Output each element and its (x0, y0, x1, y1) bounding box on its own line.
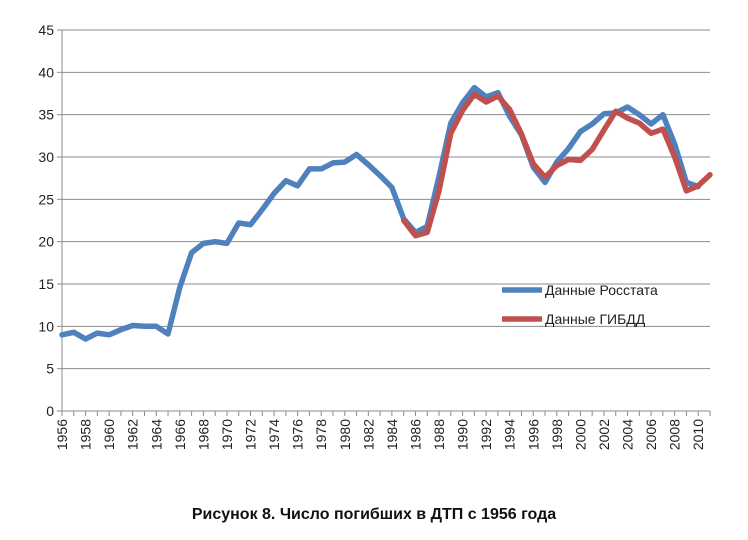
x-tick-label: 1990 (455, 419, 471, 450)
figure-caption: Рисунок 8. Число погибших в ДТП с 1956 г… (191, 506, 557, 523)
x-tick-label: 1982 (360, 419, 376, 450)
x-tick-label: 1980 (337, 419, 353, 450)
x-tick-label: 1976 (290, 419, 306, 450)
y-tick-label: 0 (46, 403, 54, 419)
x-tick-label: 2010 (690, 419, 706, 450)
axes (57, 29, 711, 416)
series-lines (59, 84, 713, 342)
series-line-2 (400, 91, 713, 239)
legend-label-2: Данные ГИБДД (545, 311, 646, 327)
x-tick-label: 2002 (596, 419, 612, 450)
y-tick-label: 30 (38, 149, 54, 165)
x-tick-label: 1960 (101, 419, 117, 450)
x-tick-label: 1964 (148, 419, 164, 450)
y-tick-label: 15 (38, 276, 54, 292)
x-tick-label: 1974 (266, 419, 282, 450)
x-tick-label: 1970 (219, 419, 235, 450)
x-tick-label: 1962 (125, 419, 141, 450)
x-tick-label: 2008 (667, 419, 683, 450)
series-line-1 (59, 84, 701, 342)
x-tick-label: 1978 (313, 419, 329, 450)
x-tick-label: 2006 (643, 419, 659, 450)
x-tick-label: 1956 (54, 419, 70, 450)
x-tick-label: 1968 (195, 419, 211, 450)
x-tick-label: 2000 (572, 419, 588, 450)
y-tick-label: 20 (38, 234, 54, 250)
x-axis-tick-labels: 1956 1958 1960 1962 1964 1966 1968 1970 1972 1974… (54, 419, 706, 450)
y-tick-label: 40 (38, 64, 54, 80)
x-tick-label: 1958 (78, 419, 94, 450)
y-tick-label: 5 (46, 361, 54, 377)
x-tick-label: 1984 (384, 419, 400, 450)
x-tick-label: 1996 (525, 419, 541, 450)
legend-label-1: Данные Росстата (545, 282, 658, 298)
x-tick-label: 1986 (407, 419, 423, 450)
y-tick-label: 10 (38, 318, 54, 334)
y-tick-label: 25 (38, 191, 54, 207)
x-tick-label: 1994 (502, 419, 518, 450)
y-axis-tick-labels: 0 5 10 15 20 25 30 35 40 45 (38, 22, 54, 419)
x-tick-label: 1992 (478, 419, 494, 450)
y-tick-label: 35 (38, 107, 54, 123)
x-tick-label: 1988 (431, 419, 447, 450)
y-tick-label: 45 (38, 22, 54, 38)
x-tick-label: 1972 (243, 419, 259, 450)
x-tick-label: 2004 (620, 419, 636, 450)
x-tick-label: 1998 (549, 419, 565, 450)
x-tick-label: 1966 (172, 419, 188, 450)
legend: Данные Росстата Данные ГИБДД (502, 282, 658, 327)
